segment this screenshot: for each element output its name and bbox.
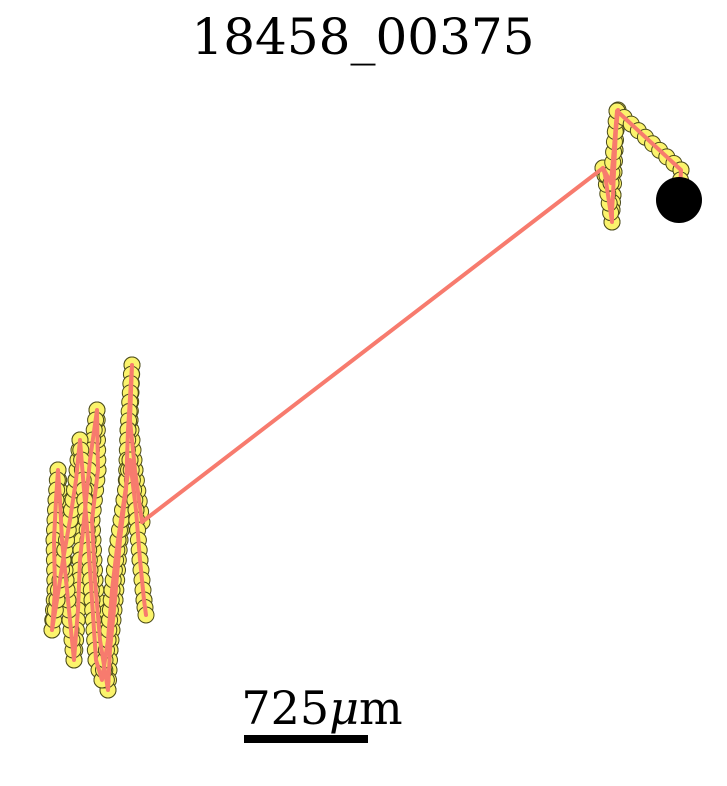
track-line-top-right-cluster: [601, 108, 683, 224]
scale-bar-line: [244, 735, 368, 743]
track-end-marker: [656, 177, 702, 223]
figure-title: 18458_00375: [191, 8, 534, 66]
scale-bar-unit-suffix: m: [359, 681, 403, 735]
track-markers: [43, 101, 690, 699]
scale-bar-value: 725: [241, 681, 329, 735]
scale-bar: 725μm: [241, 681, 403, 743]
track-line-left-cluster: [50, 363, 148, 692]
scale-bar-label: 725μm: [241, 681, 402, 735]
scale-bar-unit-symbol: μ: [329, 681, 359, 735]
track-line-long-jump: [140, 166, 605, 524]
track-lines: [50, 108, 683, 692]
